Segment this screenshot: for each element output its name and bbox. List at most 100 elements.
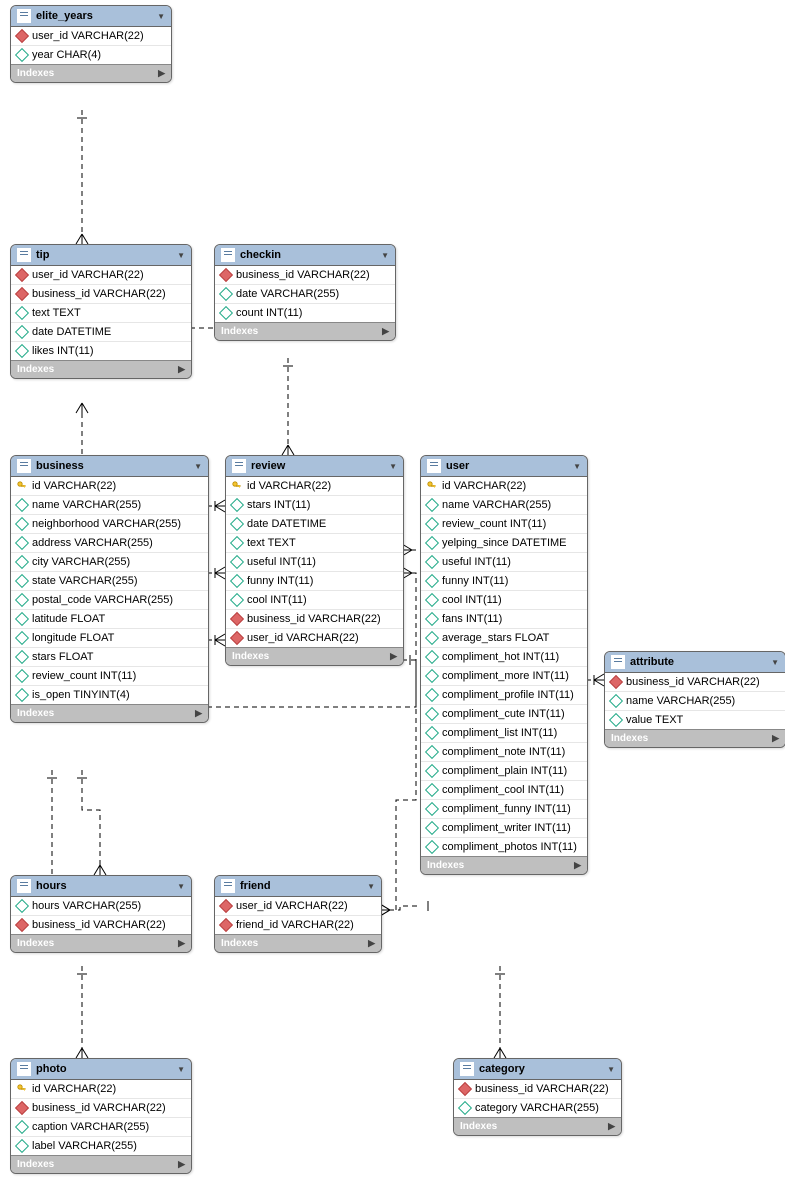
indexes-row[interactable]: Indexes▶ [11,360,191,378]
expand-icon[interactable]: ▶ [178,1159,185,1170]
column-row[interactable]: fans INT(11) [421,610,587,629]
column-row[interactable]: user_id VARCHAR(22) [11,266,191,285]
column-row[interactable]: compliment_profile INT(11) [421,686,587,705]
column-row[interactable]: hours VARCHAR(255) [11,897,191,916]
indexes-row[interactable]: Indexes▶ [454,1117,621,1135]
column-row[interactable]: compliment_funny INT(11) [421,800,587,819]
entity-photo[interactable]: photo▼id VARCHAR(22)business_id VARCHAR(… [10,1058,192,1174]
entity-hours[interactable]: hours▼hours VARCHAR(255)business_id VARC… [10,875,192,953]
column-row[interactable]: useful INT(11) [226,553,403,572]
expand-icon[interactable]: ▶ [574,860,581,871]
column-row[interactable]: address VARCHAR(255) [11,534,208,553]
expand-icon[interactable]: ▶ [772,733,779,744]
expand-icon[interactable]: ▶ [178,364,185,375]
indexes-row[interactable]: Indexes▶ [11,1155,191,1173]
collapse-icon[interactable]: ▼ [177,251,185,260]
column-row[interactable]: longitude FLOAT [11,629,208,648]
column-row[interactable]: review_count INT(11) [11,667,208,686]
column-row[interactable]: stars FLOAT [11,648,208,667]
column-row[interactable]: business_id VARCHAR(22) [11,1099,191,1118]
indexes-row[interactable]: Indexes▶ [215,934,381,952]
column-row[interactable]: user_id VARCHAR(22) [11,27,171,46]
entity-category[interactable]: category▼business_id VARCHAR(22)category… [453,1058,622,1136]
column-row[interactable]: category VARCHAR(255) [454,1099,621,1117]
column-row[interactable]: business_id VARCHAR(22) [226,610,403,629]
collapse-icon[interactable]: ▼ [573,462,581,471]
column-row[interactable]: user_id VARCHAR(22) [215,897,381,916]
column-row[interactable]: business_id VARCHAR(22) [11,285,191,304]
entity-header[interactable]: friend▼ [215,876,381,897]
column-row[interactable]: compliment_plain INT(11) [421,762,587,781]
column-row[interactable]: cool INT(11) [226,591,403,610]
column-row[interactable]: business_id VARCHAR(22) [215,266,395,285]
column-row[interactable]: friend_id VARCHAR(22) [215,916,381,934]
indexes-row[interactable]: Indexes▶ [11,64,171,82]
column-row[interactable]: date DATETIME [226,515,403,534]
entity-header[interactable]: review▼ [226,456,403,477]
column-row[interactable]: year CHAR(4) [11,46,171,64]
entity-friend[interactable]: friend▼user_id VARCHAR(22)friend_id VARC… [214,875,382,953]
entity-business[interactable]: business▼id VARCHAR(22)name VARCHAR(255)… [10,455,209,723]
collapse-icon[interactable]: ▼ [157,12,165,21]
column-row[interactable]: value TEXT [605,711,785,729]
column-row[interactable]: latitude FLOAT [11,610,208,629]
column-row[interactable]: compliment_writer INT(11) [421,819,587,838]
entity-review[interactable]: review▼id VARCHAR(22)stars INT(11)date D… [225,455,404,666]
collapse-icon[interactable]: ▼ [607,1065,615,1074]
entity-tip[interactable]: tip▼user_id VARCHAR(22)business_id VARCH… [10,244,192,379]
column-row[interactable]: text TEXT [11,304,191,323]
column-row[interactable]: date DATETIME [11,323,191,342]
entity-header[interactable]: tip▼ [11,245,191,266]
column-row[interactable]: yelping_since DATETIME [421,534,587,553]
column-row[interactable]: business_id VARCHAR(22) [11,916,191,934]
column-row[interactable]: user_id VARCHAR(22) [226,629,403,647]
column-row[interactable]: useful INT(11) [421,553,587,572]
column-row[interactable]: text TEXT [226,534,403,553]
collapse-icon[interactable]: ▼ [771,658,779,667]
column-row[interactable]: id VARCHAR(22) [11,477,208,496]
column-row[interactable]: date VARCHAR(255) [215,285,395,304]
column-row[interactable]: postal_code VARCHAR(255) [11,591,208,610]
column-row[interactable]: likes INT(11) [11,342,191,360]
entity-attribute[interactable]: attribute▼business_id VARCHAR(22)name VA… [604,651,785,748]
entity-elite_years[interactable]: elite_years▼user_id VARCHAR(22)year CHAR… [10,5,172,83]
entity-header[interactable]: checkin▼ [215,245,395,266]
column-row[interactable]: count INT(11) [215,304,395,322]
collapse-icon[interactable]: ▼ [381,251,389,260]
column-row[interactable]: compliment_cute INT(11) [421,705,587,724]
column-row[interactable]: neighborhood VARCHAR(255) [11,515,208,534]
column-row[interactable]: name VARCHAR(255) [11,496,208,515]
entity-header[interactable]: attribute▼ [605,652,785,673]
indexes-row[interactable]: Indexes▶ [11,934,191,952]
expand-icon[interactable]: ▶ [382,326,389,337]
entity-header[interactable]: business▼ [11,456,208,477]
expand-icon[interactable]: ▶ [195,708,202,719]
column-row[interactable]: label VARCHAR(255) [11,1137,191,1155]
column-row[interactable]: city VARCHAR(255) [11,553,208,572]
column-row[interactable]: id VARCHAR(22) [11,1080,191,1099]
column-row[interactable]: compliment_note INT(11) [421,743,587,762]
entity-header[interactable]: user▼ [421,456,587,477]
indexes-row[interactable]: Indexes▶ [11,704,208,722]
entity-header[interactable]: hours▼ [11,876,191,897]
collapse-icon[interactable]: ▼ [367,882,375,891]
column-row[interactable]: caption VARCHAR(255) [11,1118,191,1137]
entity-header[interactable]: photo▼ [11,1059,191,1080]
expand-icon[interactable]: ▶ [608,1121,615,1132]
entity-header[interactable]: elite_years▼ [11,6,171,27]
indexes-row[interactable]: Indexes▶ [605,729,785,747]
column-row[interactable]: business_id VARCHAR(22) [454,1080,621,1099]
expand-icon[interactable]: ▶ [178,938,185,949]
column-row[interactable]: id VARCHAR(22) [421,477,587,496]
column-row[interactable]: average_stars FLOAT [421,629,587,648]
expand-icon[interactable]: ▶ [158,68,165,79]
indexes-row[interactable]: Indexes▶ [421,856,587,874]
column-row[interactable]: funny INT(11) [421,572,587,591]
column-row[interactable]: name VARCHAR(255) [421,496,587,515]
indexes-row[interactable]: Indexes▶ [226,647,403,665]
column-row[interactable]: business_id VARCHAR(22) [605,673,785,692]
collapse-icon[interactable]: ▼ [194,462,202,471]
column-row[interactable]: name VARCHAR(255) [605,692,785,711]
collapse-icon[interactable]: ▼ [177,1065,185,1074]
column-row[interactable]: funny INT(11) [226,572,403,591]
